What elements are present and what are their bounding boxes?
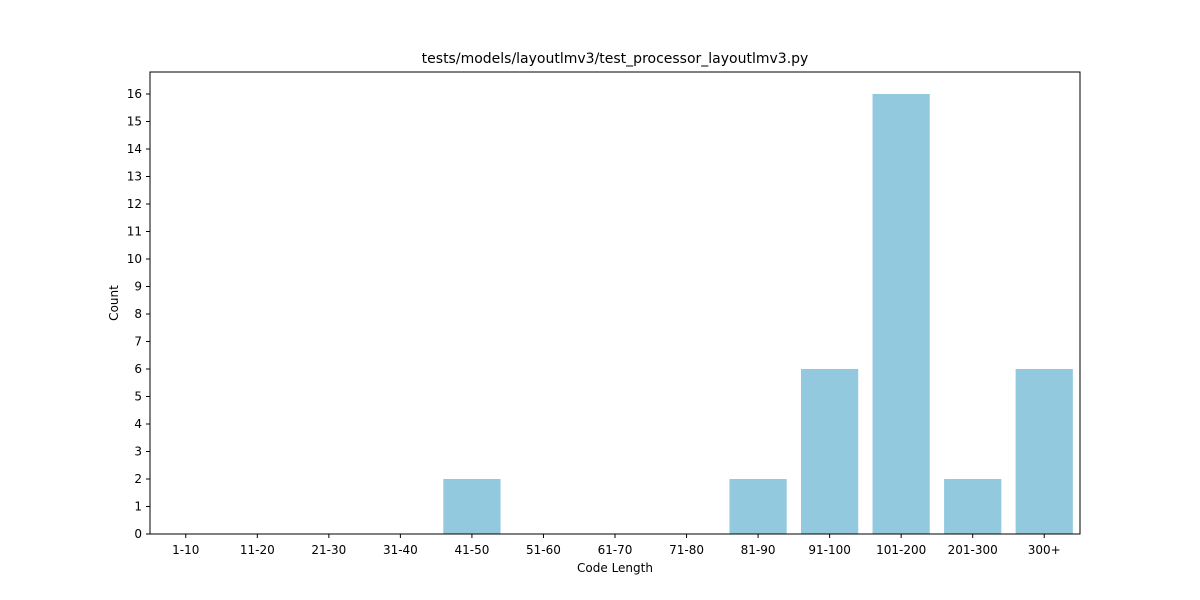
x-tick-label: 201-300 [948, 543, 998, 557]
y-tick-label: 9 [134, 280, 142, 294]
x-axis-ticks: 1-10 11-20 21-30 31-40 41-50 51-60 61-70 71-80 8… [172, 534, 1061, 557]
x-tick-label: 1-10 [172, 543, 199, 557]
y-tick-label: 6 [134, 362, 142, 376]
y-axis-label: Count [107, 285, 121, 321]
y-tick-label: 1 [134, 500, 142, 514]
bar-91-100 [801, 369, 859, 534]
y-tick-label: 16 [127, 87, 142, 101]
plot-area-frame [149, 71, 1081, 535]
x-tick-label: 61-70 [598, 543, 633, 557]
bar-41-50 [443, 479, 501, 534]
bar-300+ [1015, 369, 1073, 534]
y-tick-label: 10 [127, 252, 142, 266]
bar-101-200 [872, 94, 930, 534]
bar-81-90 [729, 479, 787, 534]
y-tick-label: 5 [134, 390, 142, 404]
x-tick-label: 51-60 [526, 543, 561, 557]
x-tick-label: 91-100 [808, 543, 851, 557]
y-tick-label: 15 [127, 115, 142, 129]
bars-group [443, 94, 1073, 534]
y-tick-label: 11 [127, 225, 142, 239]
x-tick-label: 41-50 [454, 543, 489, 557]
x-tick-label: 81-90 [741, 543, 776, 557]
x-tick-label: 300+ [1028, 543, 1061, 557]
y-tick-label: 7 [134, 335, 142, 349]
chart-title: tests/models/layoutlmv3/test_processor_l… [422, 51, 809, 67]
y-tick-label: 13 [127, 170, 142, 184]
y-tick-label: 8 [134, 307, 142, 321]
y-tick-label: 3 [134, 445, 142, 459]
y-tick-label: 2 [134, 472, 142, 486]
y-tick-label: 12 [127, 197, 142, 211]
y-tick-label: 4 [134, 417, 142, 431]
bar-201-300 [944, 479, 1002, 534]
y-tick-label: 14 [127, 142, 142, 156]
x-tick-label: 71-80 [669, 543, 704, 557]
x-tick-label: 101-200 [876, 543, 926, 557]
x-tick-label: 21-30 [311, 543, 346, 557]
x-axis-label: Code Length [577, 561, 653, 575]
x-tick-label: 11-20 [240, 543, 275, 557]
y-tick-label: 0 [134, 527, 142, 541]
x-tick-label: 31-40 [383, 543, 418, 557]
